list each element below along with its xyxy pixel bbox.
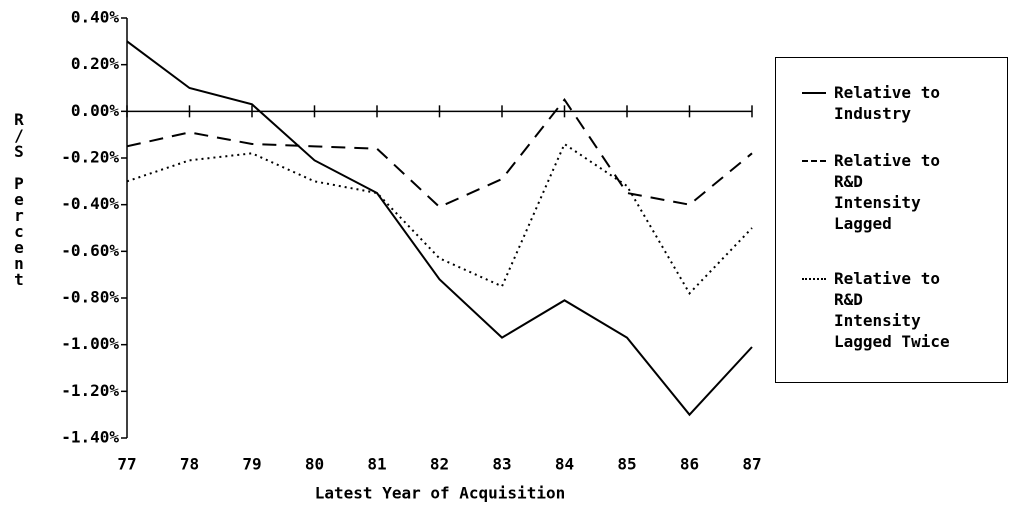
y-axis-label: R/S Percent [10, 110, 29, 286]
legend-label: Relative to R&D Intensity Lagged [834, 151, 940, 233]
y-tick-label: -0.40% [61, 194, 119, 213]
legend-label: Relative to R&D Intensity Lagged Twice [834, 269, 950, 351]
x-axis-label: Latest Year of Acquisition [315, 484, 565, 503]
y-tick-label: -0.60% [61, 241, 119, 260]
x-tick-label: 80 [305, 455, 324, 474]
x-tick-label: 87 [742, 455, 761, 474]
x-tick-label: 82 [430, 455, 449, 474]
x-tick-label: 78 [180, 455, 199, 474]
y-tick-label: -0.80% [61, 288, 119, 307]
x-tick-label: 79 [242, 455, 261, 474]
y-tick-label: 0.20% [71, 54, 120, 73]
x-tick-label: 84 [555, 455, 574, 474]
legend: Relative to Industry Relative to R&D Inte… [775, 57, 1008, 383]
y-tick-label: -0.20% [61, 148, 119, 167]
x-tick-label: 86 [680, 455, 699, 474]
legend-swatch [802, 92, 826, 94]
y-tick-label: -1.00% [61, 334, 119, 353]
x-tick-label: 81 [367, 455, 386, 474]
y-tick-label: -1.40% [61, 428, 119, 447]
series-line [126, 142, 753, 295]
legend-label: Relative to Industry [834, 83, 940, 123]
series-line [126, 40, 753, 417]
y-tick-label: 0.40% [71, 8, 120, 27]
y-tick-label: 0.00% [71, 101, 120, 120]
x-tick-label: 77 [117, 455, 136, 474]
legend-swatch [802, 278, 826, 280]
legend-swatch [802, 160, 826, 162]
x-tick-label: 85 [617, 455, 636, 474]
y-tick-label: -1.20% [61, 381, 119, 400]
x-tick-label: 83 [492, 455, 511, 474]
